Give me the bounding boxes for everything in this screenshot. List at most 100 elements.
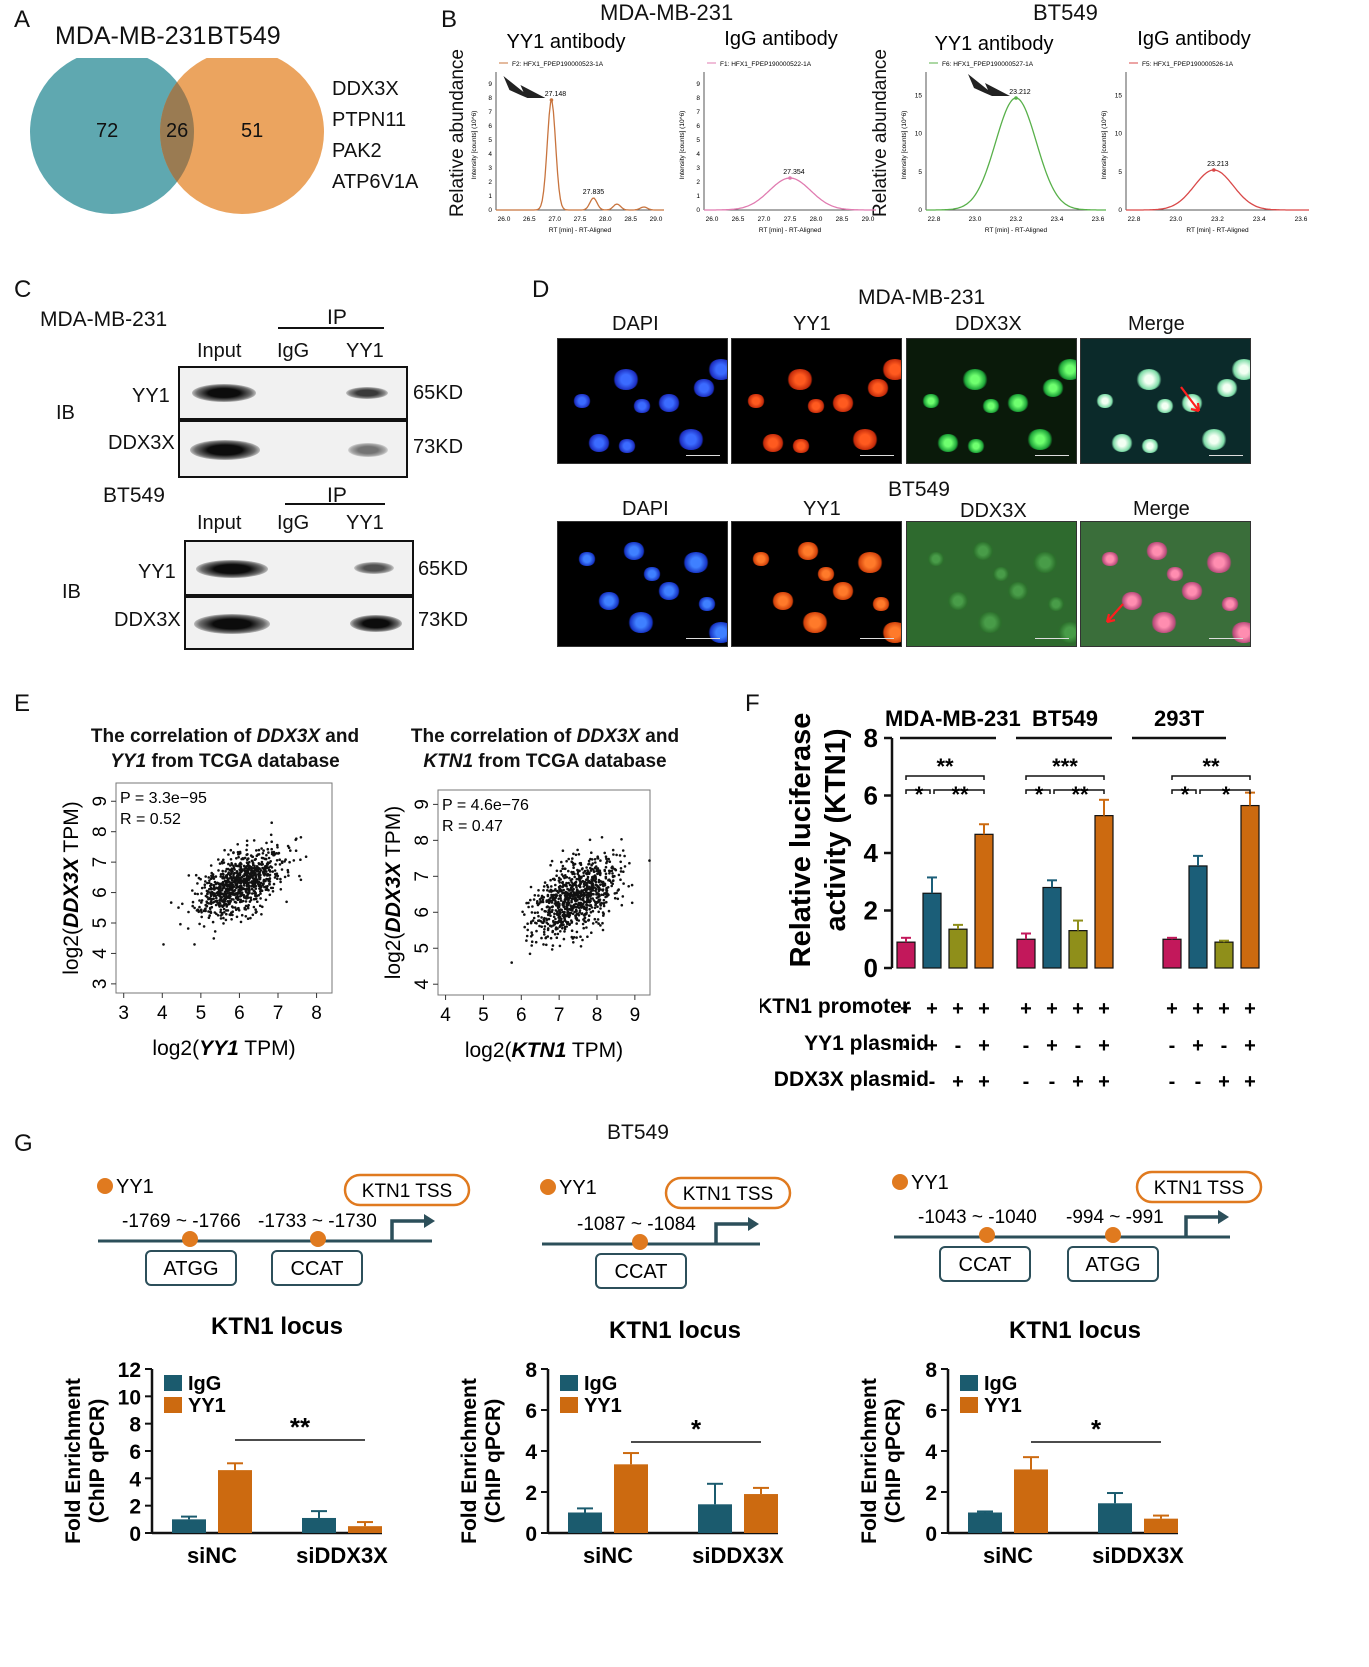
x-tick-label: 27.5 — [784, 216, 797, 223]
scatter-point — [530, 944, 533, 947]
x-tick-label: 5 — [478, 1005, 489, 1026]
scale-bar — [1209, 455, 1243, 456]
scatter-point — [226, 876, 229, 880]
scatter-point — [275, 872, 279, 875]
scatter-point — [589, 869, 593, 872]
scatter-point — [215, 912, 218, 916]
scatter-point — [542, 885, 546, 888]
scatter-point — [263, 874, 266, 877]
scatter-point — [244, 888, 248, 891]
scatter-point — [559, 896, 562, 900]
scatter-point — [542, 930, 546, 934]
scatter-point — [246, 917, 250, 920]
scatter-point — [255, 897, 258, 900]
scatter-point — [605, 900, 608, 904]
scatter-point — [228, 882, 232, 886]
scatter-point — [254, 908, 257, 911]
scatter-point — [599, 907, 602, 910]
scatter-point — [250, 887, 254, 891]
x-tick-label: 4 — [440, 1005, 451, 1026]
scatter-point — [231, 913, 234, 917]
scatter-point — [549, 936, 553, 940]
cell-nucleus — [598, 592, 620, 610]
y-tick-label: 0 — [488, 207, 492, 214]
scatter-point — [573, 862, 577, 866]
scatter-point — [270, 821, 273, 824]
position-label: -1733 ~ -1730 — [258, 1211, 377, 1232]
sign-cell: + — [1098, 998, 1110, 1020]
scatter-point — [551, 930, 554, 934]
cell-nucleus — [1156, 399, 1174, 414]
scatter-point — [575, 936, 578, 939]
scatter-point — [266, 847, 270, 851]
scatter-point — [550, 948, 554, 951]
scatter-point — [605, 857, 608, 861]
scatter-point — [210, 887, 213, 891]
scatter-point — [555, 894, 559, 897]
scatter-point — [531, 905, 534, 908]
scatter-point — [228, 897, 231, 900]
x-tick-label: 4 — [157, 1003, 168, 1024]
scatter-point — [549, 924, 553, 928]
scatter-plot: 4 5 6 7 8 9 4 5 6 7 8 9 P = 4.6e−76 R = 0.47 log2(KTN1… — [382, 789, 651, 1062]
c-lane-yy1-2: YY1 — [346, 512, 384, 534]
scatter-point — [572, 866, 575, 869]
arrowhead-icon — [424, 1214, 435, 1228]
scatter-point — [276, 874, 280, 878]
scatter-point — [600, 836, 604, 839]
red-arrow-icon — [1180, 386, 1201, 413]
scatter-point — [213, 930, 217, 933]
binding-site-dot — [182, 1231, 198, 1247]
e-title-text: and — [320, 726, 360, 747]
legend-swatch-igg — [960, 1375, 978, 1391]
scatter-point — [225, 874, 228, 878]
x-tick-label: 23.6 — [1295, 216, 1308, 223]
scatter-point — [209, 910, 212, 913]
scatter-point — [565, 906, 569, 910]
scatter-point — [599, 883, 602, 886]
y-tick-label: 5 — [488, 137, 492, 144]
scatter-point — [589, 911, 593, 914]
sign-cell: - — [1049, 1071, 1056, 1093]
scatter-point — [553, 902, 557, 905]
scatter-point — [600, 901, 603, 905]
cell-nucleus — [1216, 379, 1238, 397]
scatter-point — [222, 907, 226, 911]
scatter-point — [575, 930, 579, 934]
scatter-point — [257, 894, 260, 897]
scatter-point — [214, 875, 218, 878]
scatter-point — [251, 861, 255, 865]
x-tick-label: 8 — [592, 1005, 603, 1026]
y-tick-label: 4 — [90, 948, 111, 959]
sig-star: ** — [1202, 754, 1220, 779]
scatter-point — [608, 872, 611, 875]
scatter-point — [247, 891, 251, 894]
scatter-point — [204, 875, 207, 878]
sig-bracket — [905, 775, 985, 780]
scatter-point — [238, 868, 241, 871]
scatter-point — [271, 890, 275, 893]
sig-star: ** — [290, 1412, 311, 1442]
y-tick-label: 8 — [925, 1359, 937, 1382]
scatter-point — [608, 860, 612, 863]
c-ip-label-1: IP — [327, 306, 347, 329]
scatter-point — [270, 847, 273, 851]
x-tick-label: 23.2 — [1211, 216, 1224, 223]
y-tick-label: 7 — [488, 109, 492, 116]
scatter-point — [218, 892, 222, 895]
scatter-point — [198, 905, 201, 909]
scatter-point — [227, 894, 231, 898]
legend-swatch-igg — [560, 1375, 578, 1391]
scatter-point — [575, 909, 578, 913]
sign-cell: - — [1169, 1071, 1176, 1093]
scatter-point — [239, 898, 242, 902]
scatter-point — [221, 861, 224, 865]
motif-box — [939, 1246, 1031, 1282]
scatter-point — [252, 889, 256, 892]
y-axis-label: (ChIP qPCR) — [482, 1399, 505, 1523]
scatter-point — [551, 889, 554, 893]
venn-right-title: BT549 — [207, 22, 281, 50]
y-tick-label: 8 — [488, 95, 492, 102]
scatter-point — [593, 917, 597, 921]
venn-overlap-count: 26 — [166, 120, 189, 142]
